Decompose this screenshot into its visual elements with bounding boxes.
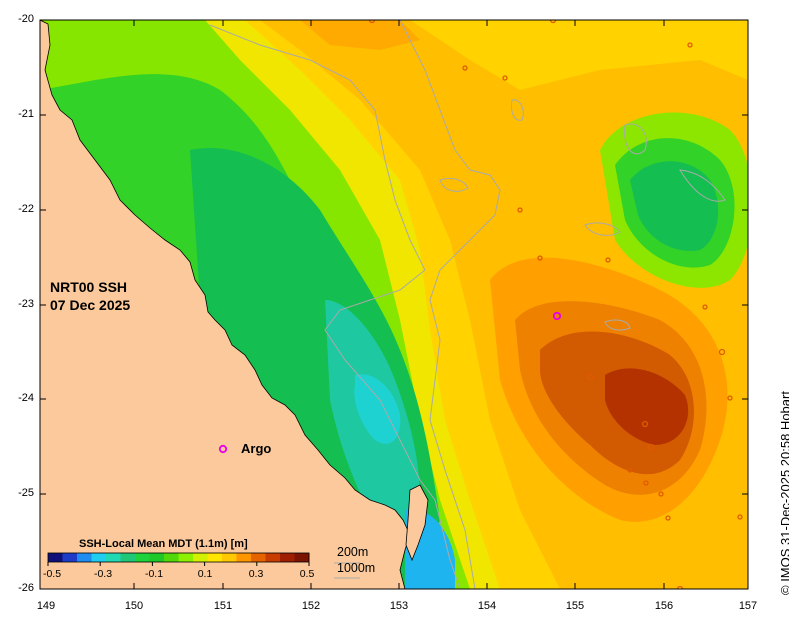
lon-tick: 155 [565, 600, 585, 612]
colorbar-swatch [149, 553, 165, 562]
colorbar-swatch [280, 553, 295, 562]
depth-200m-label: 200m [337, 545, 369, 559]
land-mainland [40, 20, 411, 589]
land-fraser-island [405, 484, 429, 562]
lat-tick: -20 [18, 13, 34, 25]
bathy-reef-6 [439, 177, 469, 192]
colorbar-tick: -0.5 [42, 568, 62, 580]
colorbar-tick: 0.5 [299, 568, 315, 580]
lat-tick: -21 [18, 108, 34, 120]
colorbar-swatch [193, 553, 208, 562]
colorbar-swatch [48, 553, 63, 562]
lon-tick: 149 [36, 600, 56, 612]
map-title: NRT00 SSH 07 Dec 2025 [50, 278, 130, 314]
depth-1000m-label: 1000m [337, 561, 376, 575]
lat-tick: -23 [18, 298, 34, 310]
colorbar-swatch [77, 553, 92, 562]
colorbar-tick: -0.1 [144, 568, 164, 580]
lon-tick: 156 [654, 600, 674, 612]
lat-tick: -22 [18, 203, 34, 215]
colorbar-swatch [62, 553, 78, 562]
ssh-band-orange [300, 20, 420, 50]
colorbar-swatch [251, 553, 266, 562]
colorbar-swatch [265, 553, 281, 562]
credit-text: © IMOS 31-Dec-2025 20:58 Hobart [778, 391, 789, 595]
bathy-reef-5 [679, 169, 726, 202]
colorbar-swatch [106, 553, 121, 562]
colorbar-swatch [178, 553, 194, 562]
bathy-1000m [399, 20, 501, 589]
colorbar-tick: -0.3 [93, 568, 113, 580]
colorbar-swatch [91, 553, 107, 562]
bathy-reef-4 [511, 99, 524, 121]
bathy-200m [209, 24, 461, 589]
lat-tick: -25 [18, 487, 34, 499]
bathy-reef-2 [584, 222, 621, 236]
lon-tick: 153 [389, 600, 409, 612]
colorbar-swatch [236, 553, 252, 562]
colorbar-swatch [222, 553, 237, 562]
argo-floats [368, 20, 743, 589]
argo-legend-symbol [218, 444, 228, 454]
ssh-eddy-core [605, 368, 689, 445]
lat-tick: -24 [18, 392, 34, 404]
lat-tick: -26 [18, 582, 34, 594]
colorbar-tick: 0.3 [248, 568, 264, 580]
map-date: 07 Dec 2025 [50, 297, 131, 313]
axis-ticks [40, 19, 748, 589]
ssh-ne-eddy-core [630, 161, 719, 251]
bathy-reef-3 [604, 319, 631, 331]
colorbar-frame [47, 552, 310, 563]
colorbar-tick: 0.1 [197, 568, 213, 580]
ssh-shelf-cyan [354, 374, 401, 444]
lon-tick: 150 [124, 600, 144, 612]
colorbar-swatch [207, 553, 223, 562]
colorbar-swatch [120, 553, 136, 562]
colorbar-title: SSH-Local Mean MDT (1.1m) [m] [79, 538, 248, 550]
colorbar [47, 552, 310, 566]
lon-tick: 152 [301, 600, 321, 612]
colorbar-swatch [135, 553, 150, 562]
argo-legend-label: Argo [241, 441, 272, 456]
lon-tick: 151 [213, 600, 233, 612]
bathy-reef-1 [624, 123, 647, 155]
lon-tick: 157 [738, 600, 758, 612]
argo-highlight-float [552, 311, 562, 321]
colorbar-swatch [164, 553, 179, 562]
lon-tick: 154 [477, 600, 497, 612]
colorbar-swatch [294, 553, 310, 562]
product-name: NRT00 SSH [50, 279, 128, 295]
